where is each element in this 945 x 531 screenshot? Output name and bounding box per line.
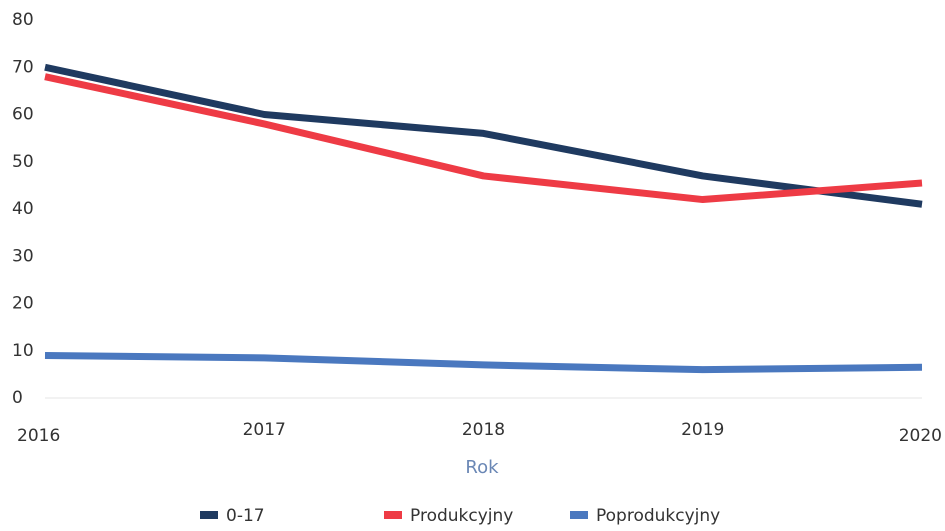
x-tick-label: 2018	[462, 420, 505, 440]
y-tick-label: 10	[12, 341, 34, 361]
legend-label: Poprodukcyjny	[596, 506, 720, 526]
series-line	[44, 63, 923, 208]
series-line	[44, 73, 923, 204]
legend-swatch	[384, 511, 402, 519]
legend-swatch	[200, 511, 218, 519]
y-tick-label: 0	[12, 388, 23, 408]
x-tick-label: 2016	[17, 426, 60, 446]
series-line	[44, 351, 923, 374]
x-tick-label: 2020	[899, 426, 942, 446]
y-tick-label: 70	[12, 57, 34, 77]
y-tick-label: 80	[12, 10, 34, 30]
y-tick-label: 60	[12, 105, 34, 125]
x-tick-label: 2019	[681, 420, 724, 440]
y-tick-label: 40	[12, 199, 34, 219]
y-tick-label: 50	[12, 152, 34, 172]
y-tick-label: 30	[12, 246, 34, 266]
y-tick-label: 20	[12, 294, 34, 314]
legend-label: 0-17	[226, 506, 265, 526]
x-tick-label: 2017	[243, 420, 286, 440]
legend-swatch	[570, 511, 588, 519]
legend-label: Produkcyjny	[410, 506, 513, 526]
x-axis-title: Rok	[465, 457, 499, 478]
